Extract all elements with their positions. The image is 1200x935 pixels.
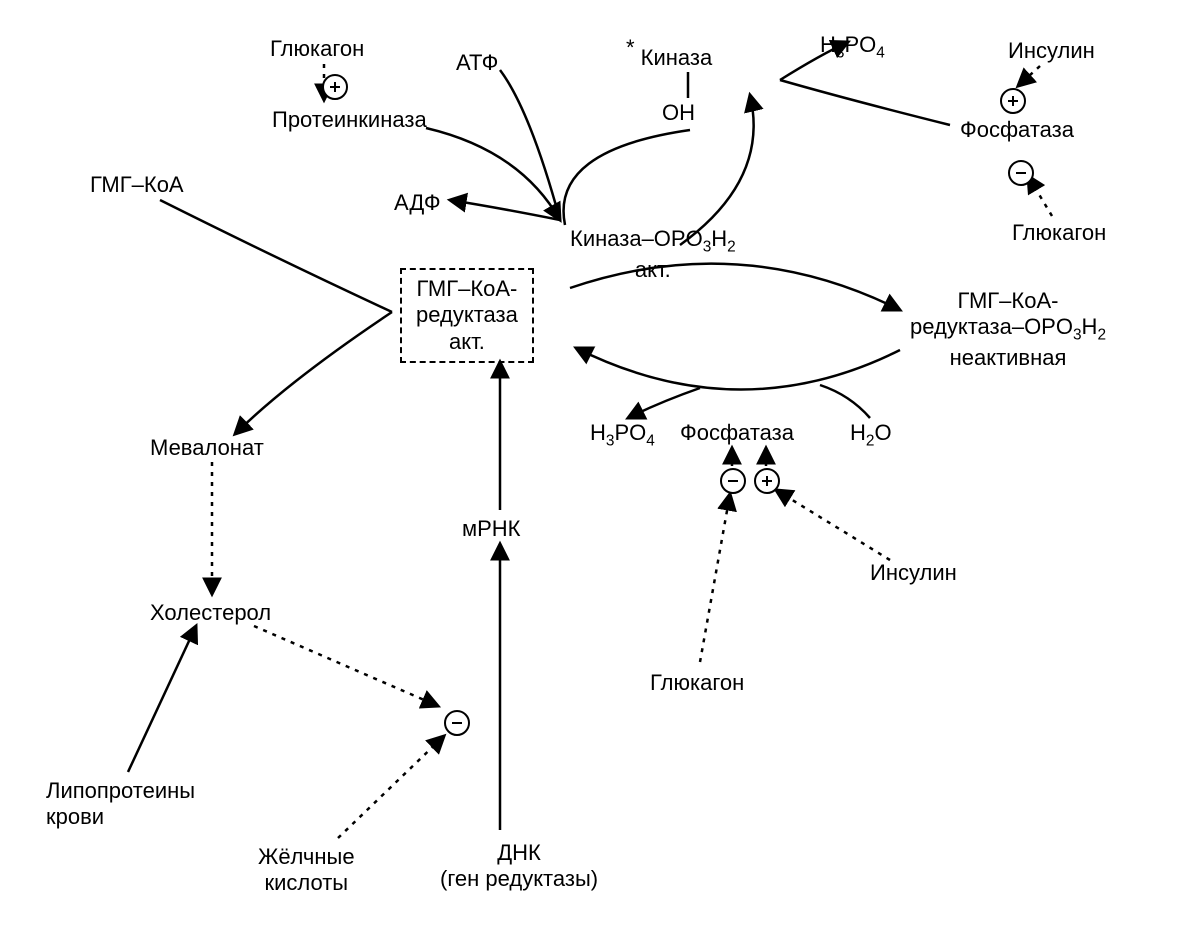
- edge-inact_to_red_bot: [576, 348, 900, 390]
- node-bile-acids: Жёлчныекислоты: [258, 844, 355, 897]
- node-h3po4-top: H3PO4: [820, 32, 885, 63]
- node-glucagon-rt: Глюкагон: [1012, 220, 1106, 246]
- edge-lipo_to_chol: [128, 626, 196, 772]
- edge-hmg_to_mev_bot: [235, 312, 392, 434]
- minus-dna-icon: [444, 710, 470, 736]
- node-reductase-inact: ГМГ–КоА-редуктаза–OPO3H2неактивная: [910, 288, 1106, 372]
- minus-glucagon-top-icon: [1008, 160, 1034, 186]
- plus-proteinkinaza-icon: [322, 74, 348, 100]
- node-kinaza-star: * Киназа: [626, 45, 712, 71]
- node-glucagon-mid: Глюкагон: [650, 670, 744, 696]
- node-proteinkinaza: Протеинкиназа: [272, 107, 427, 133]
- node-lipoproteins: Липопротеиныкрови: [46, 778, 195, 831]
- node-mevalonat: Мевалонат: [150, 435, 264, 461]
- edge-gl_to_minus: [700, 494, 730, 662]
- node-h3po4-mid: H3PO4: [590, 420, 655, 451]
- edge-bile_to_dnaarea: [338, 736, 444, 838]
- plus-insulin-top-icon: [1000, 88, 1026, 114]
- node-insulin-top: Инсулин: [1008, 38, 1095, 64]
- edge-chol_to_dnaarea: [254, 626, 438, 706]
- node-adf: АДФ: [394, 190, 441, 216]
- edge-ins_to_phos: [1018, 66, 1040, 86]
- node-phosphatase-rt: Фосфатаза: [960, 117, 1074, 143]
- node-phosphatase-mid: Фосфатаза: [680, 420, 794, 446]
- edge-atf_in: [500, 70, 560, 220]
- node-h2o: H2O: [850, 420, 892, 451]
- node-mrna: мРНК: [462, 516, 521, 542]
- edge-h2o_in: [820, 385, 870, 418]
- node-hmg-coa: ГМГ–КоА: [90, 172, 184, 198]
- node-reductase-box: ГМГ–КоА-редуктазаакт.: [400, 268, 534, 363]
- node-kinaza-oh: OH: [662, 100, 695, 126]
- diagram-canvas: Глюкагон АТФ * Киназа OH H3PO4 Инсулин П…: [0, 0, 1200, 935]
- edge-h3po4_mid_out: [628, 388, 700, 418]
- node-kinaza-opo: Киназа–OPO3H2акт.: [570, 226, 736, 283]
- edge-phos_rt_curve: [780, 80, 950, 125]
- edge-adf_out: [450, 200, 560, 220]
- edge-hmg_to_mev_top: [160, 200, 392, 312]
- minus-phosphatase-mid-icon: [720, 468, 746, 494]
- edge-ins_to_plus: [776, 490, 890, 560]
- node-insulin-mid: Инсулин: [870, 560, 957, 586]
- node-glucagon1: Глюкагон: [270, 36, 364, 62]
- edge-kin_top_curve: [564, 130, 690, 225]
- node-cholesterol: Холестерол: [150, 600, 271, 626]
- node-dna: ДНК(ген редуктазы): [440, 840, 598, 893]
- node-atf: АТФ: [456, 50, 498, 76]
- plus-phosphatase-mid-icon: [754, 468, 780, 494]
- edge-gl_to_phos: [1028, 176, 1052, 216]
